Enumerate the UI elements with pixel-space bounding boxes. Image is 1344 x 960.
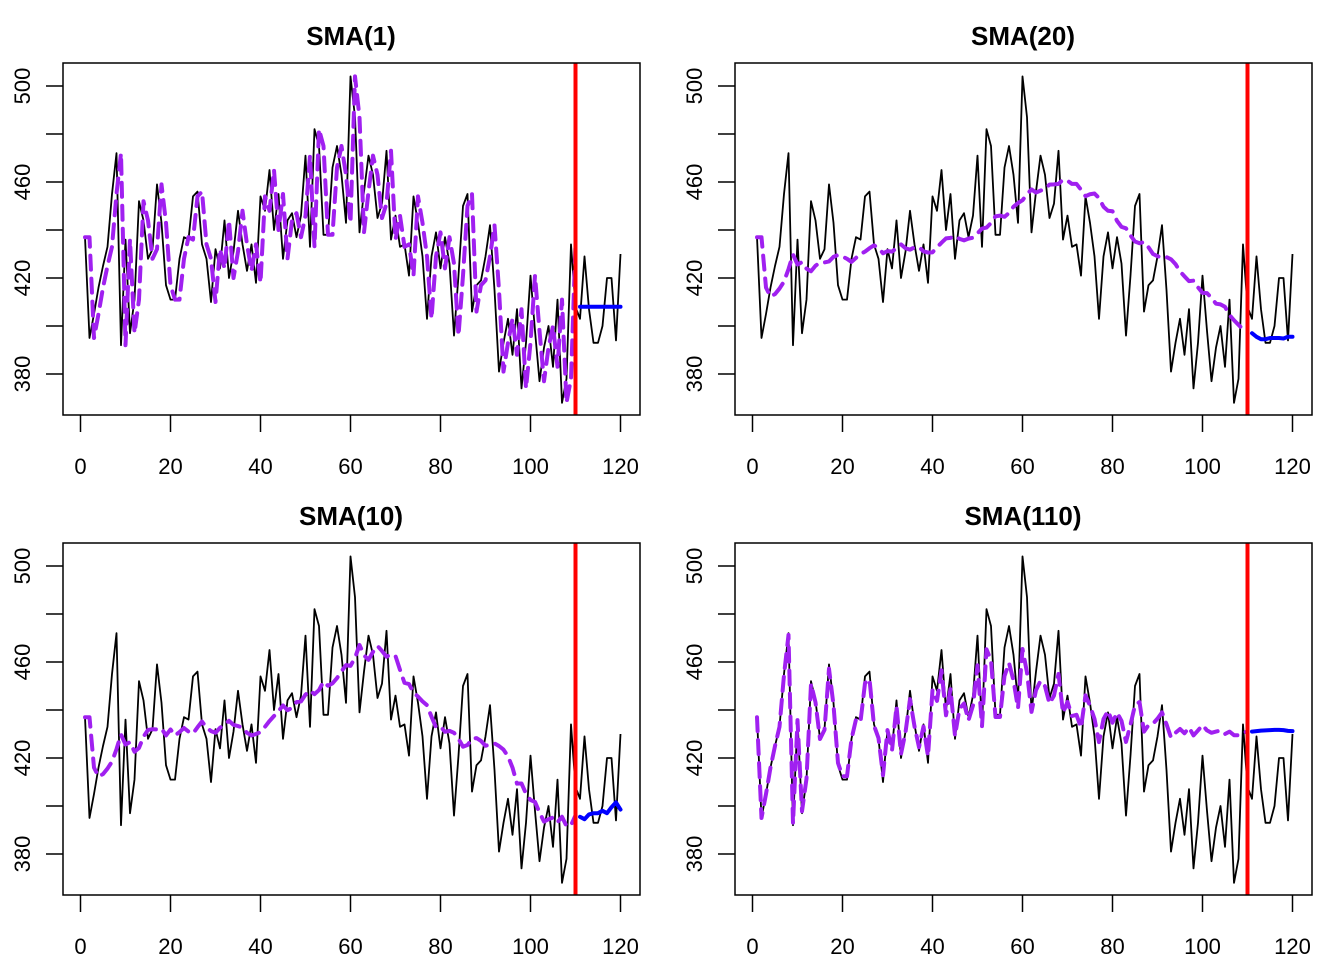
x-tick-label: 20: [830, 454, 854, 479]
y-tick-label: 380: [10, 836, 35, 873]
plot-frame: [734, 62, 1313, 416]
x-tick-label: 80: [1100, 934, 1124, 959]
y-tick-label: 460: [10, 644, 35, 681]
actual-series-line: [756, 555, 1294, 884]
forecast-series-line: [1250, 331, 1295, 342]
y-tick-label: 420: [10, 740, 35, 777]
x-tick-label: 120: [1274, 934, 1311, 959]
x-tick-label: 40: [248, 454, 272, 479]
x-tick-label: 0: [746, 454, 758, 479]
y-tick-label: 420: [682, 260, 707, 297]
forecast-series-line: [578, 800, 623, 822]
x-tick-label: 60: [1010, 934, 1034, 959]
panel-sma-1: SMA(1) 0 20 40 60 80 100 120 380 420 460 500: [10, 21, 641, 479]
x-tick-label: 20: [158, 934, 182, 959]
plot-frame: [62, 62, 641, 416]
x-tick-label: 100: [1184, 454, 1221, 479]
x-tick-label: 60: [1010, 454, 1034, 479]
x-tick-label: 40: [920, 454, 944, 479]
x-tick-label: 80: [428, 454, 452, 479]
plot-frame: [62, 542, 641, 896]
y-tick-label: 460: [682, 164, 707, 201]
y-tick-label: 420: [682, 740, 707, 777]
x-tick-label: 100: [512, 454, 549, 479]
y-tick-label: 460: [10, 164, 35, 201]
x-tick-label: 0: [74, 454, 86, 479]
y-tick-label: 380: [10, 356, 35, 393]
y-tick-label: 380: [682, 356, 707, 393]
fitted-series-line: [83, 74, 578, 405]
actual-series-line: [756, 75, 1294, 404]
plot-frame: [734, 542, 1313, 896]
x-tick-label: 100: [512, 934, 549, 959]
panel-title: SMA(1): [306, 21, 396, 51]
x-tick-label: 40: [248, 934, 272, 959]
y-tick-label: 460: [682, 644, 707, 681]
y-tick-label: 500: [10, 548, 35, 585]
fitted-series-line: [755, 632, 1250, 826]
x-tick-label: 0: [746, 934, 758, 959]
y-tick-label: 500: [682, 548, 707, 585]
forecast-series-line: [1250, 727, 1295, 734]
x-tick-label: 80: [1100, 454, 1124, 479]
x-tick-label: 60: [338, 934, 362, 959]
panel-sma-10: SMA(10) 0 20 40 60 80 100 120 380 420 460 500: [10, 501, 641, 959]
x-tick-label: 60: [338, 454, 362, 479]
y-tick-label: 500: [682, 68, 707, 105]
fitted-series-line: [755, 177, 1250, 332]
x-tick-label: 20: [830, 934, 854, 959]
fitted-series-line: [83, 642, 578, 829]
x-tick-label: 20: [158, 454, 182, 479]
actual-series-line: [84, 555, 622, 884]
panel-title: SMA(110): [964, 501, 1081, 531]
panel-title: SMA(10): [299, 501, 403, 531]
x-tick-label: 80: [428, 934, 452, 959]
x-tick-label: 40: [920, 934, 944, 959]
y-tick-label: 380: [682, 836, 707, 873]
panel-sma-110: SMA(110) 0 20 40 60 80 100 120 380 420 460 500: [682, 501, 1313, 959]
x-tick-label: 100: [1184, 934, 1221, 959]
x-tick-label: 120: [1274, 454, 1311, 479]
y-tick-label: 500: [10, 68, 35, 105]
panel-sma-20: SMA(20) 0 20 40 60 80 100 120 380 420 460 500: [682, 21, 1313, 479]
x-tick-label: 0: [74, 934, 86, 959]
y-tick-label: 420: [10, 260, 35, 297]
panel-title: SMA(20): [971, 21, 1075, 51]
x-tick-label: 120: [602, 934, 639, 959]
x-tick-label: 120: [602, 454, 639, 479]
